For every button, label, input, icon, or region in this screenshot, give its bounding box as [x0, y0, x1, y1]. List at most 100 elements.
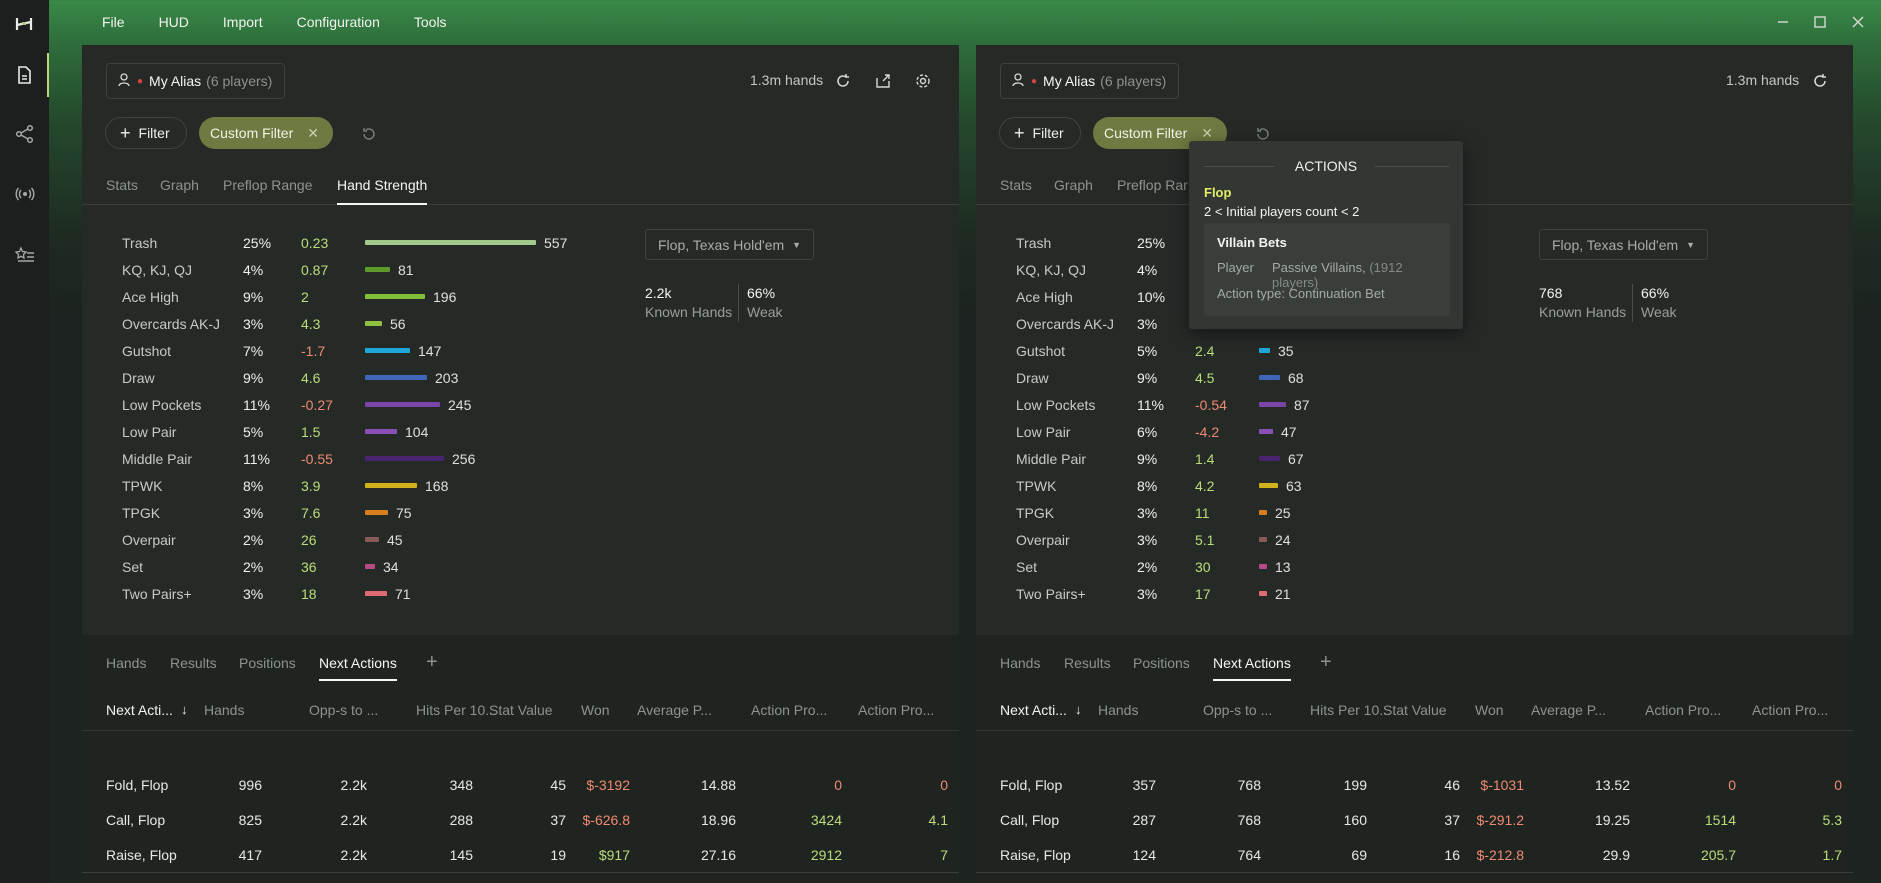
summary-row: Summary7682.3k42833$-153518.317192.2	[976, 872, 1853, 883]
close-icon[interactable]	[1846, 10, 1870, 34]
export-icon[interactable]	[872, 70, 894, 92]
remove-filter-icon[interactable]: ✕	[307, 124, 319, 141]
reset-filter-icon[interactable]	[359, 124, 379, 144]
starred-list-icon[interactable]	[0, 233, 49, 277]
table-cell: 16	[1444, 847, 1460, 863]
maximize-icon[interactable]	[1808, 10, 1832, 34]
game-type-dropdown[interactable]: Flop, Texas Hold'em ▼	[1539, 229, 1709, 260]
add-tab-icon[interactable]: +	[1320, 651, 1332, 673]
column-header[interactable]: Hits Per 10...	[1310, 702, 1391, 718]
refresh-icon[interactable]	[1809, 70, 1831, 92]
custom-filter-chip[interactable]: Custom Filter ✕	[199, 117, 333, 149]
menu-configuration[interactable]: Configuration	[296, 14, 380, 30]
alias-selector[interactable]: ● My Alias (6 players)	[106, 63, 286, 99]
refresh-icon[interactable]	[832, 70, 854, 92]
tab-next-actions[interactable]: Next Actions	[1213, 655, 1291, 681]
column-header[interactable]: Next Acti...	[1000, 702, 1067, 718]
table-cell: 13.52	[1594, 777, 1630, 793]
menu-hud[interactable]: HUD	[158, 14, 189, 30]
remove-filter-icon[interactable]: ✕	[1201, 124, 1213, 141]
tab-graph[interactable]: Graph	[1054, 177, 1093, 193]
menu-tools[interactable]: Tools	[413, 14, 447, 30]
column-header[interactable]: Stat Value	[489, 702, 553, 718]
column-header[interactable]: Won	[1475, 702, 1504, 718]
hand-category-bar	[365, 348, 410, 353]
table-header: Next Acti... ↓ Hands Opp-s to ... Hits Per 1…	[976, 689, 1853, 731]
tab-next-actions[interactable]: Next Actions	[319, 655, 397, 681]
table-cell: 5.3	[1822, 812, 1842, 828]
table-row[interactable]: Fold, Flop 996 2.2k 348 45 $-3192 14.88 0 0	[82, 768, 959, 803]
column-header[interactable]: Stat Value	[1383, 702, 1447, 718]
column-header[interactable]: Hands	[204, 702, 245, 718]
menu-file[interactable]: File	[102, 14, 125, 30]
column-header[interactable]: Average P...	[1531, 702, 1606, 718]
hand-category-percent: 2%	[243, 531, 264, 548]
weak-stat: 66% Weak	[1641, 285, 1677, 320]
column-header[interactable]: Opp-s to ...	[309, 702, 379, 718]
add-tab-icon[interactable]: +	[426, 651, 438, 673]
menu-import[interactable]: Import	[222, 14, 263, 30]
column-header[interactable]: Opp-s to ...	[1203, 702, 1273, 718]
hand-category-name: Overcards AK-J	[1016, 315, 1115, 332]
game-type-value: Flop, Texas Hold'em	[1552, 236, 1679, 253]
hand-strength-row: KQ, KJ, QJ 4% 0.87 81	[82, 256, 562, 283]
weak-stat: 66% Weak	[747, 285, 783, 320]
tab-stats[interactable]: Stats	[106, 177, 138, 193]
hands-count: 1.3m hands	[1726, 72, 1800, 88]
hand-category-count: 25	[1275, 504, 1291, 521]
column-header[interactable]: Won	[581, 702, 610, 718]
hand-category-bar	[365, 456, 444, 461]
tooltip-player-label: Player	[1217, 260, 1254, 275]
table-row[interactable]: Raise, Flop 417 2.2k 145 19 $917 27.16 2912 7	[82, 838, 959, 873]
hand-category-percent: 11%	[243, 396, 270, 413]
column-header[interactable]: Action Pro...	[858, 702, 935, 718]
minimize-icon[interactable]	[1771, 10, 1795, 34]
tab-results[interactable]: Results	[170, 655, 217, 671]
tab-stats[interactable]: Stats	[1000, 177, 1032, 193]
column-header[interactable]: Action Pro...	[751, 702, 828, 718]
filter-button[interactable]: + Filter	[105, 117, 187, 149]
column-header[interactable]: Action Pro...	[1645, 702, 1722, 718]
sort-arrow-icon[interactable]: ↓	[1075, 702, 1082, 717]
table-row[interactable]: Call, Flop 825 2.2k 288 37 $-626.8 18.96 3424 4.…	[82, 803, 959, 838]
hand-category-percent: 6%	[1137, 423, 1158, 440]
tab-preflop-rar[interactable]: Preflop Rar	[1117, 177, 1188, 193]
hand-category-count: 21	[1275, 585, 1291, 602]
game-type-dropdown[interactable]: Flop, Texas Hold'em ▼	[645, 229, 815, 260]
reports-icon[interactable]	[0, 53, 49, 97]
actions-tooltip: ACTIONS Flop 2 < Initial players count <…	[1189, 141, 1463, 329]
gear-icon[interactable]	[912, 70, 934, 92]
table-cell: Fold, Flop	[106, 777, 169, 793]
table-cell: 2.2k	[340, 777, 367, 793]
table-row[interactable]: Raise, Flop 124 764 69 16 $-212.8 29.9 205.7 1.7	[976, 838, 1853, 873]
tab-preflop-range[interactable]: Preflop Range	[223, 177, 313, 193]
filter-button[interactable]: + Filter	[999, 117, 1081, 149]
table-row[interactable]: Call, Flop 287 768 160 37 $-291.2 19.25 1514 5.3	[976, 803, 1853, 838]
hand-category-name: Overcards AK-J	[122, 315, 221, 332]
tab-hands[interactable]: Hands	[1000, 655, 1041, 671]
column-header[interactable]: Action Pro...	[1752, 702, 1829, 718]
tooltip-player-value: Passive Villains, (1912 players)	[1272, 260, 1450, 290]
tab-positions[interactable]: Positions	[1133, 655, 1190, 671]
reset-filter-icon[interactable]	[1253, 124, 1273, 144]
column-header[interactable]: Hands	[1098, 702, 1139, 718]
broadcast-icon[interactable]	[0, 172, 49, 216]
sort-arrow-icon[interactable]: ↓	[181, 702, 188, 717]
share-nodes-icon[interactable]	[0, 112, 49, 156]
tab-graph[interactable]: Graph	[160, 177, 199, 193]
menu-bar: File HUD Import Configuration Tools	[49, 0, 1881, 44]
alias-selector[interactable]: ● My Alias (6 players)	[1000, 63, 1180, 99]
column-header[interactable]: Hits Per 10...	[416, 702, 497, 718]
tab-hand-strength[interactable]: Hand Strength	[337, 177, 428, 205]
column-header[interactable]: Next Acti...	[106, 702, 173, 718]
tab-results[interactable]: Results	[1064, 655, 1111, 671]
hand-category-percent: 2%	[1137, 558, 1158, 575]
column-header[interactable]: Average P...	[637, 702, 712, 718]
tooltip-divider-left	[1204, 166, 1274, 167]
tab-positions[interactable]: Positions	[239, 655, 296, 671]
hand-category-name: Set	[1016, 558, 1038, 575]
tab-hands[interactable]: Hands	[106, 655, 147, 671]
table-cell: 205.7	[1700, 847, 1736, 863]
table-row[interactable]: Fold, Flop 357 768 199 46 $-1031 13.52 0 0	[976, 768, 1853, 803]
tooltip-street: Flop	[1204, 185, 1232, 200]
